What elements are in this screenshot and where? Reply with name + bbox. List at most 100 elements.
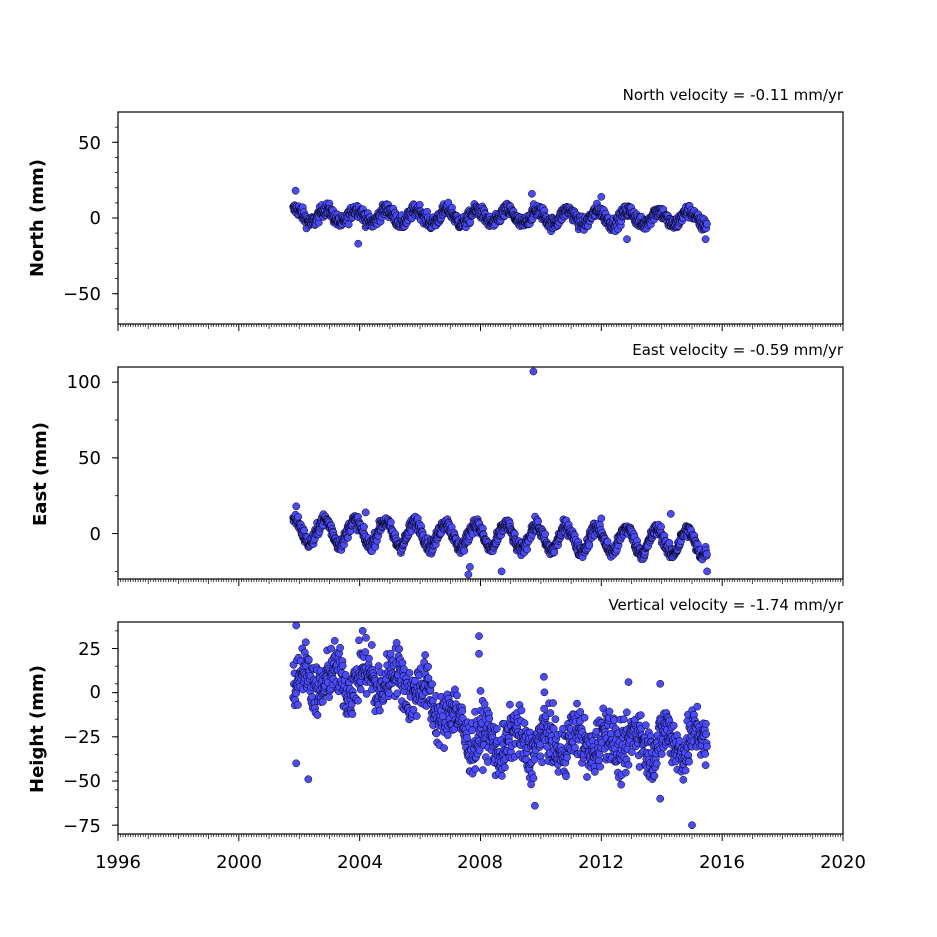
data-point [540,672,548,681]
data-point [294,512,303,521]
data-point [666,510,675,518]
data-point [656,679,665,688]
data-point [453,691,461,700]
data-point [304,655,313,664]
data-point [360,522,368,531]
x-tick-label: 2020 [820,852,866,873]
data-point [355,636,363,645]
data-point [393,689,402,698]
data-point [517,706,526,715]
data-point [327,644,335,653]
data-point [679,775,688,784]
height-y-tick-label: 0 [90,682,101,703]
data-point [701,750,710,758]
data-point [475,632,483,640]
data-point [641,721,650,730]
data-point [652,759,661,768]
x-tick-label: 1996 [95,852,141,873]
data-point [440,744,448,752]
data-points [289,622,711,830]
north-velocity-title: North velocity = -0.11 mm/yr [623,86,844,104]
data-point [571,743,579,752]
data-point [703,220,711,228]
data-point [573,699,581,708]
data-point [693,702,702,711]
data-point [476,687,485,695]
data-point [405,669,414,677]
data-point [624,761,633,769]
height-panel: Vertical velocity = -1.74 mm/yr Height (… [27,596,844,841]
data-point [330,636,339,645]
data-point [562,772,570,781]
data-point [688,821,696,830]
data-point [325,693,333,701]
east-y-tick-label: 0 [90,524,101,545]
data-point [367,641,376,649]
data-point [313,711,322,719]
data-point [336,643,344,652]
data-point [657,750,666,758]
x-tick-label: 2004 [337,852,383,873]
east-y-tick-label: 100 [67,372,101,393]
data-point [702,730,711,739]
height-y-tick-label: 25 [78,639,101,660]
data-point [354,696,362,705]
data-point [362,633,370,642]
north-y-tick-label: 50 [78,133,101,154]
x-tick-label: 2008 [457,852,503,873]
data-point [685,757,693,766]
data-point [501,763,509,772]
data-point [400,665,408,673]
data-point [529,774,538,783]
data-point [354,239,363,248]
data-points [289,367,711,579]
data-point [591,768,599,776]
data-point [471,765,480,773]
data-point [292,502,301,511]
data-point [530,755,539,764]
plot-frame [117,366,844,580]
data-point [356,685,365,694]
data-point [703,742,711,751]
data-point [464,570,473,579]
data-point [506,700,514,709]
data-point [563,753,571,762]
data-point [538,758,546,767]
data-point [292,622,301,630]
data-point [387,518,395,527]
data-point [597,192,606,201]
data-point [318,697,327,706]
east-panel: East velocity = -0.59 mm/yr East (mm) 10… [30,341,844,586]
data-point [421,651,429,659]
data-point [529,367,538,376]
data-point [395,645,404,653]
east-velocity-title: East velocity = -0.59 mm/yr [632,341,844,359]
data-point [675,736,684,745]
data-point [650,772,659,780]
data-point [546,709,555,717]
data-point [341,671,350,679]
data-point [475,649,483,658]
data-point [636,711,645,719]
data-point [348,710,357,718]
data-point [338,661,347,670]
data-point [669,721,678,730]
north-y-tick-label: −50 [63,284,101,305]
data-point [463,733,471,742]
data-point [301,638,310,647]
height-y-axis-label: Height (mm) [27,665,48,793]
data-point [540,704,548,713]
data-point [540,688,549,697]
height-y-tick-label: −25 [63,727,101,748]
data-point [531,801,539,810]
data-point [362,690,371,698]
data-point [520,719,529,727]
data-point [493,724,501,733]
data-point [361,508,370,517]
data-point [498,772,506,780]
data-point [551,715,560,724]
north-panel: North velocity = -0.11 mm/yr North (mm) … [27,86,844,331]
data-point [576,708,585,716]
data-point [475,746,484,755]
